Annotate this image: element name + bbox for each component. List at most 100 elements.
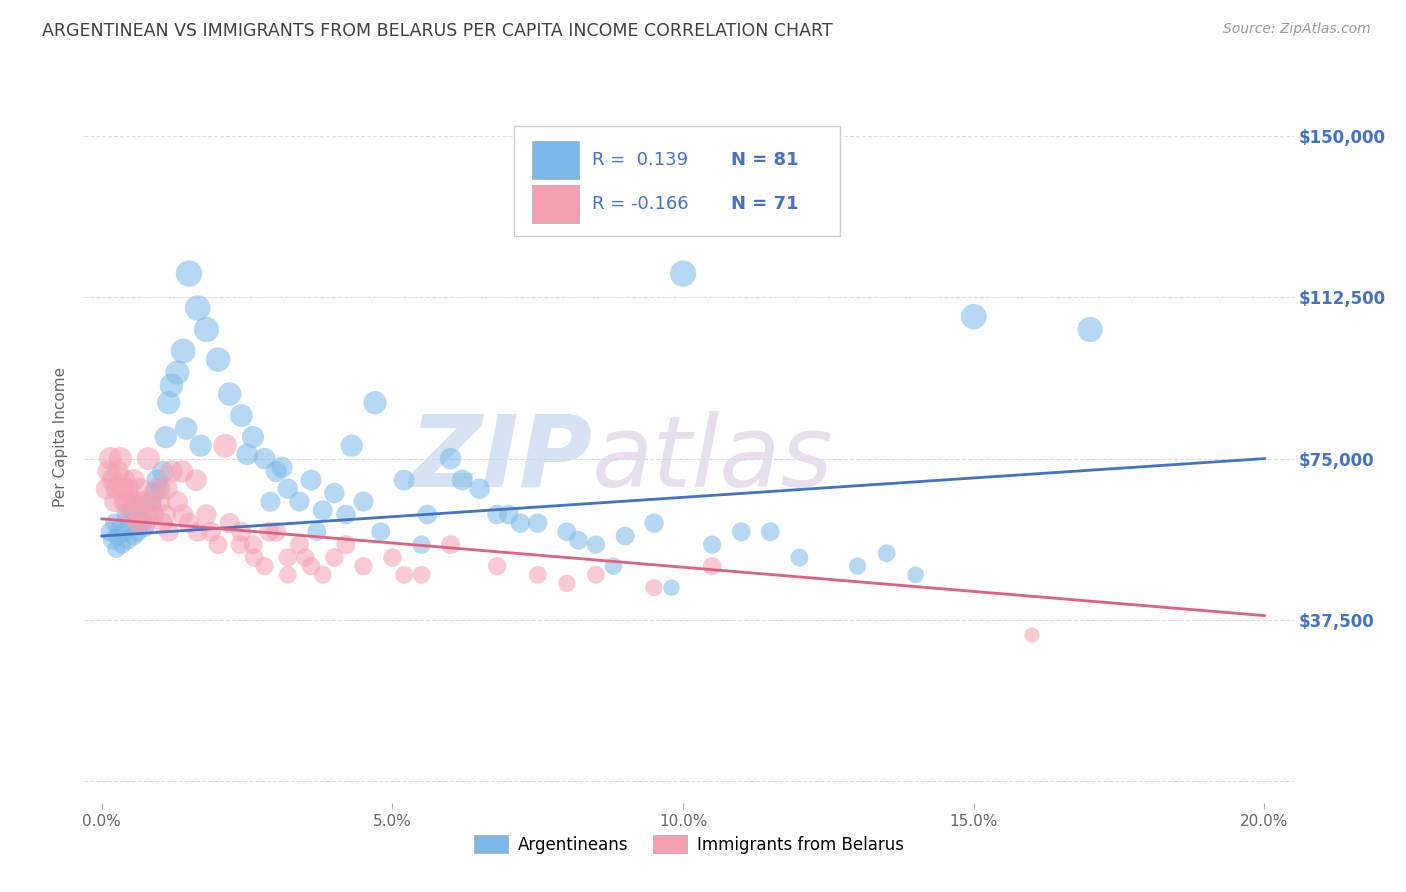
Point	[96, 482, 118, 496]
Point	[323, 550, 346, 565]
Point	[107, 465, 129, 479]
Point	[259, 494, 281, 508]
Point	[214, 439, 236, 453]
Point	[136, 451, 159, 466]
Point	[702, 559, 724, 574]
Point	[264, 465, 287, 479]
Point	[288, 494, 311, 508]
Point	[312, 503, 335, 517]
Point	[340, 439, 363, 453]
Point	[117, 482, 139, 496]
Point	[110, 451, 132, 466]
Point	[160, 465, 183, 479]
Text: Source: ZipAtlas.com: Source: ZipAtlas.com	[1223, 22, 1371, 37]
Point	[335, 508, 357, 522]
Point	[643, 516, 665, 530]
Point	[312, 567, 335, 582]
Point	[567, 533, 589, 548]
Point	[468, 482, 491, 496]
Point	[100, 451, 122, 466]
Point	[231, 409, 253, 423]
FancyBboxPatch shape	[531, 141, 579, 179]
Point	[392, 567, 415, 582]
Point	[702, 538, 724, 552]
Point	[141, 494, 163, 508]
Point	[111, 482, 134, 496]
Point	[104, 494, 127, 508]
Point	[117, 533, 139, 548]
Point	[190, 439, 212, 453]
Point	[253, 451, 276, 466]
Point	[131, 494, 153, 508]
Point	[352, 559, 374, 574]
Point	[122, 473, 145, 487]
Point	[127, 516, 149, 530]
Point	[555, 524, 578, 539]
Text: N = 71: N = 71	[731, 194, 799, 213]
Point	[323, 486, 346, 500]
Point	[789, 550, 811, 565]
Point	[121, 503, 143, 517]
Point	[115, 508, 138, 522]
Point	[555, 576, 578, 591]
Point	[243, 550, 266, 565]
Point	[411, 567, 433, 582]
Point	[142, 508, 165, 522]
Point	[370, 524, 392, 539]
Point	[277, 482, 299, 496]
Point	[112, 473, 135, 487]
Point	[128, 482, 150, 496]
Point	[730, 524, 752, 539]
Point	[172, 344, 194, 359]
Point	[585, 538, 607, 552]
Point	[105, 541, 128, 556]
Point	[486, 508, 509, 522]
Point	[218, 516, 240, 530]
Text: R = -0.166: R = -0.166	[592, 194, 689, 213]
Point	[277, 567, 299, 582]
Point	[846, 559, 869, 574]
Point	[253, 559, 276, 574]
Point	[288, 538, 311, 552]
Point	[100, 524, 122, 539]
Point	[187, 301, 209, 315]
Point	[231, 524, 253, 539]
Point	[498, 508, 520, 522]
Point	[156, 482, 179, 496]
Point	[146, 482, 169, 496]
Point	[672, 267, 695, 281]
Point	[614, 529, 637, 543]
Point	[166, 494, 188, 508]
Point	[101, 473, 124, 487]
Point	[124, 494, 146, 508]
Point	[294, 550, 316, 565]
Point	[152, 516, 174, 530]
Point	[157, 524, 180, 539]
Point	[661, 581, 683, 595]
Point	[236, 447, 259, 461]
Point	[277, 550, 299, 565]
Point	[112, 524, 135, 539]
Point	[105, 482, 128, 496]
Point	[299, 473, 322, 487]
Point	[122, 529, 145, 543]
Point	[352, 494, 374, 508]
Point	[195, 322, 218, 336]
Point	[112, 494, 135, 508]
Point	[207, 538, 229, 552]
Point	[759, 524, 782, 539]
Legend: Argentineans, Immigrants from Belarus: Argentineans, Immigrants from Belarus	[468, 829, 910, 860]
Point	[392, 473, 415, 487]
Point	[107, 529, 129, 543]
Point	[134, 520, 156, 534]
Point	[101, 533, 124, 548]
Point	[128, 499, 150, 513]
Point	[146, 473, 169, 487]
Y-axis label: Per Capita Income: Per Capita Income	[53, 367, 69, 508]
Point	[257, 524, 280, 539]
Point	[166, 366, 188, 380]
Point	[152, 465, 174, 479]
Point	[136, 508, 159, 522]
Point	[242, 430, 264, 444]
Point	[177, 267, 200, 281]
